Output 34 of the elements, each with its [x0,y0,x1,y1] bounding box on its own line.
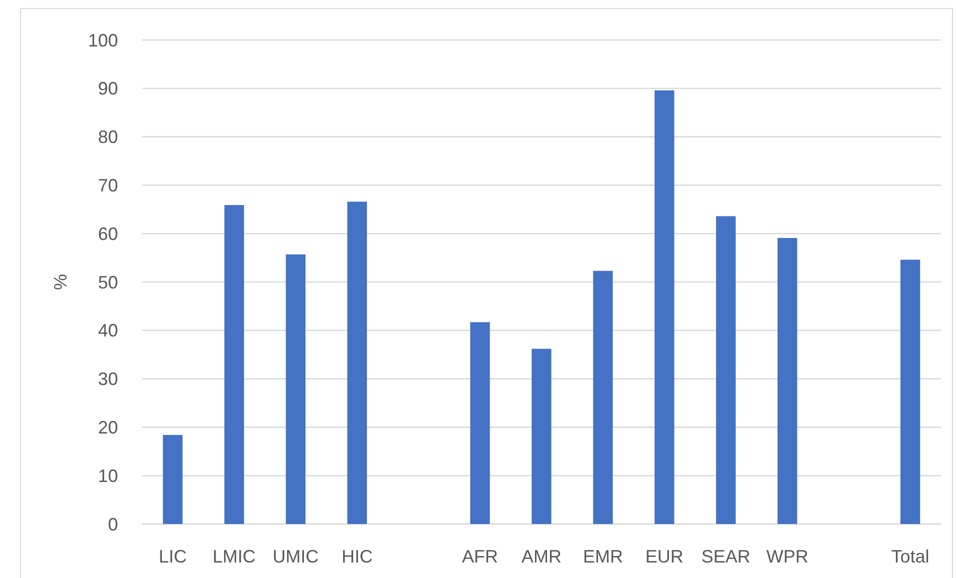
x-tick-label: UMIC [272,546,319,566]
bar [347,202,367,524]
x-tick-label: LIC [158,546,187,566]
y-tick-label: 20 [98,418,118,438]
y-tick-label: 60 [98,224,118,244]
x-tick-label: SEAR [701,546,750,566]
bar [778,238,798,524]
bar [224,205,244,524]
y-tick-label: 0 [108,514,118,534]
bar [162,434,183,524]
x-tick-label: LMIC [212,546,256,566]
bar [654,90,674,524]
bar [716,216,736,524]
bar [900,260,920,524]
x-tick-label: WPR [766,546,808,566]
bar [593,270,613,524]
bar [286,254,306,524]
x-tick-label: EMR [582,546,623,566]
x-tick-label: HIC [342,546,373,566]
y-tick-label: 50 [98,272,118,292]
y-tick-label: 10 [98,466,118,486]
x-tick-label: AFR [462,546,498,566]
y-tick-label: 80 [98,127,118,148]
y-tick-label: 30 [98,369,118,390]
x-tick-label: AMR [522,546,562,566]
y-tick-label: 90 [98,78,118,99]
x-tick-label: EUR [645,546,684,566]
y-tick-label: 100 [88,30,118,50]
bar [532,348,552,524]
bar [470,322,490,524]
y-tick-label: 40 [98,320,118,341]
x-tick-label: Total [891,546,930,566]
y-axis-title: % [50,274,70,290]
y-tick-label: 70 [98,176,118,196]
